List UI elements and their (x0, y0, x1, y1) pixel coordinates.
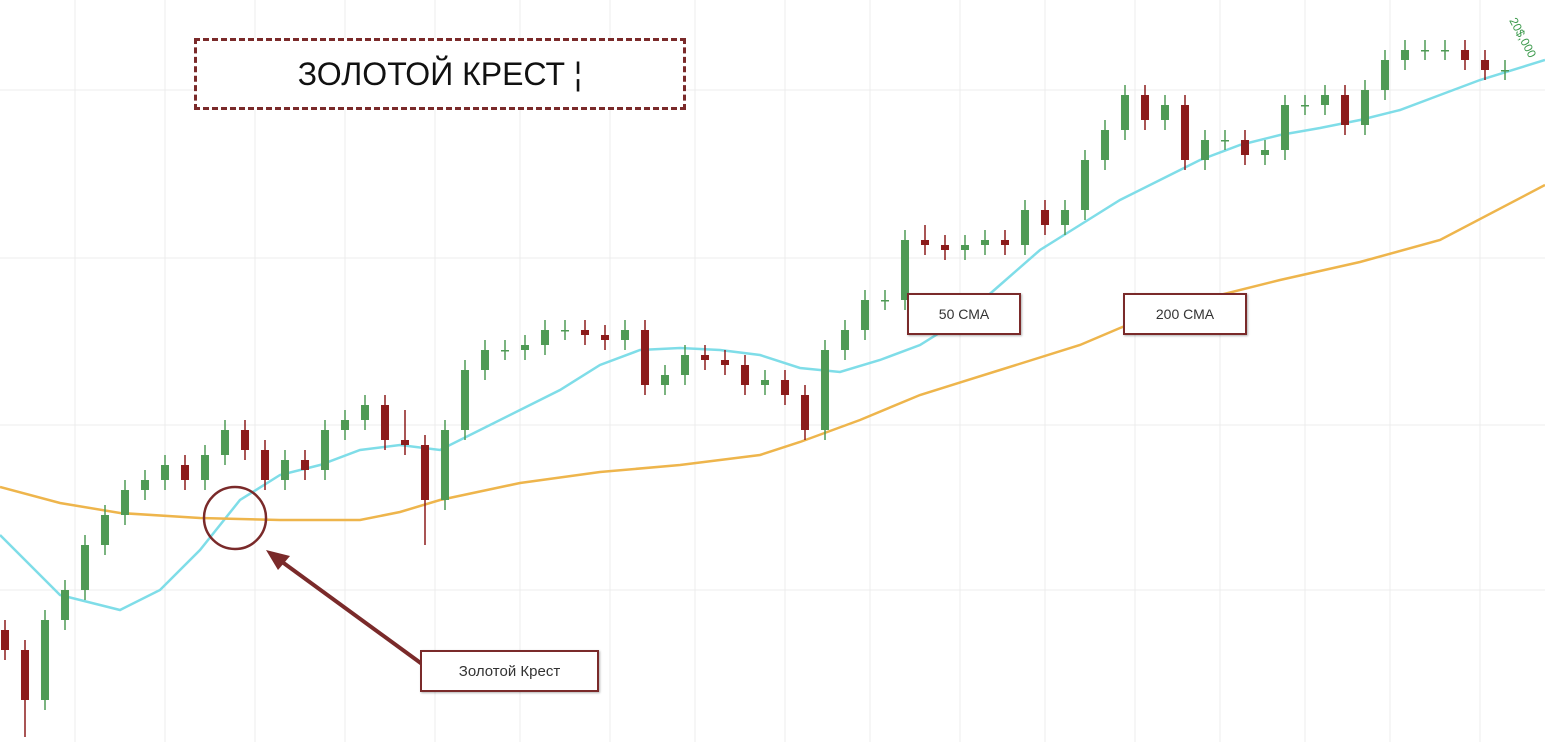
candle-body (1181, 105, 1189, 160)
candle-body (441, 430, 449, 500)
candle-body (121, 490, 129, 515)
candle-body (1261, 150, 1269, 155)
candle-body (1201, 140, 1209, 160)
candle-body (961, 245, 969, 250)
candle-body (181, 465, 189, 480)
candle-body (841, 330, 849, 350)
candle-body (561, 330, 569, 332)
candle-body (521, 345, 529, 350)
candle-body (381, 405, 389, 440)
candle-body (801, 395, 809, 430)
candle-body (661, 375, 669, 385)
candle-body (1, 630, 9, 650)
candle-body (621, 330, 629, 340)
candle-body (581, 330, 589, 335)
candle-body (701, 355, 709, 360)
candle-body (321, 430, 329, 470)
sma200-label: 200 СМА (1123, 293, 1247, 335)
ma-line (0, 58, 1545, 612)
candle-body (41, 620, 49, 700)
candle-body (281, 460, 289, 480)
candle-body (921, 240, 929, 245)
candle-body (301, 460, 309, 470)
candle-body (1221, 140, 1229, 142)
candle-body (261, 450, 269, 480)
candle-body (601, 335, 609, 340)
candle-body (1481, 60, 1489, 70)
candle-body (1301, 105, 1309, 107)
candle-body (1121, 95, 1129, 130)
candle-body (1101, 130, 1109, 160)
candle-body (81, 545, 89, 590)
candle-body (1021, 210, 1029, 245)
candle-body (1001, 240, 1009, 245)
chart-title: ЗОЛОТОЙ КРЕСТ ¦ (194, 38, 686, 110)
candle-body (721, 360, 729, 365)
candle-body (241, 430, 249, 450)
candle-body (1421, 50, 1429, 52)
candle-body (821, 350, 829, 430)
candle-body (481, 350, 489, 370)
candle-body (141, 480, 149, 490)
candle-body (1441, 50, 1449, 52)
candle-body (1461, 50, 1469, 60)
plot (0, 40, 1545, 737)
candle-body (1081, 160, 1089, 210)
candle-body (981, 240, 989, 245)
cross-label: Золотой Крест (420, 650, 599, 692)
candle-body (641, 330, 649, 385)
candle-body (61, 590, 69, 620)
candle-body (1361, 90, 1369, 125)
candle-body (341, 420, 349, 430)
candle-body (741, 365, 749, 385)
candle-body (881, 300, 889, 302)
candle-body (421, 445, 429, 500)
corner-label: 20$,000 (1506, 15, 1539, 60)
arrow-shaft (272, 554, 424, 666)
candle-body (221, 430, 229, 455)
candle-body (1281, 105, 1289, 150)
candle-body (1161, 105, 1169, 120)
candle-body (461, 370, 469, 430)
sma50-label: 50 СМА (907, 293, 1021, 335)
candle-body (1341, 95, 1349, 125)
candle-body (1381, 60, 1389, 90)
candle-body (1241, 140, 1249, 155)
cross-circle (202, 485, 268, 551)
candle-body (1321, 95, 1329, 105)
candle-body (1041, 210, 1049, 225)
candle-body (761, 380, 769, 385)
candle-body (1501, 70, 1509, 72)
candle-body (21, 650, 29, 700)
candle-body (1061, 210, 1069, 225)
candle-body (541, 330, 549, 345)
candle-body (681, 355, 689, 375)
candle-body (361, 405, 369, 420)
candle-body (1401, 50, 1409, 60)
candle-body (201, 455, 209, 480)
ma-line (0, 183, 1545, 522)
candle-body (901, 240, 909, 300)
candle-body (501, 350, 509, 352)
arrow-head (266, 550, 290, 570)
candle-body (1141, 95, 1149, 120)
candle-body (861, 300, 869, 330)
candle-body (781, 380, 789, 395)
candle-body (401, 440, 409, 445)
candle-body (941, 245, 949, 250)
candle-body (161, 465, 169, 480)
candle-body (101, 515, 109, 545)
